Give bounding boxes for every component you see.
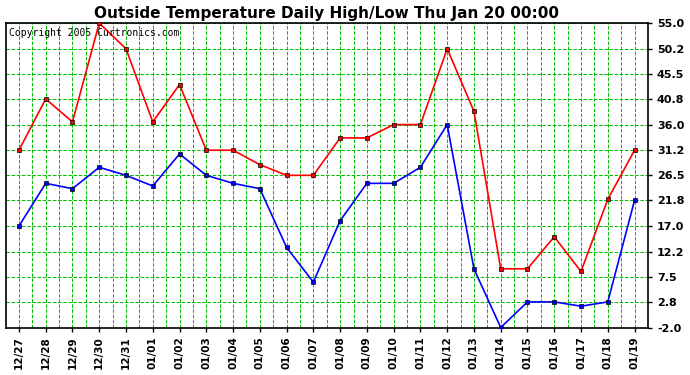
Text: Copyright 2005 Curtronics.com: Copyright 2005 Curtronics.com [9,28,179,38]
Title: Outside Temperature Daily High/Low Thu Jan 20 00:00: Outside Temperature Daily High/Low Thu J… [95,6,559,21]
